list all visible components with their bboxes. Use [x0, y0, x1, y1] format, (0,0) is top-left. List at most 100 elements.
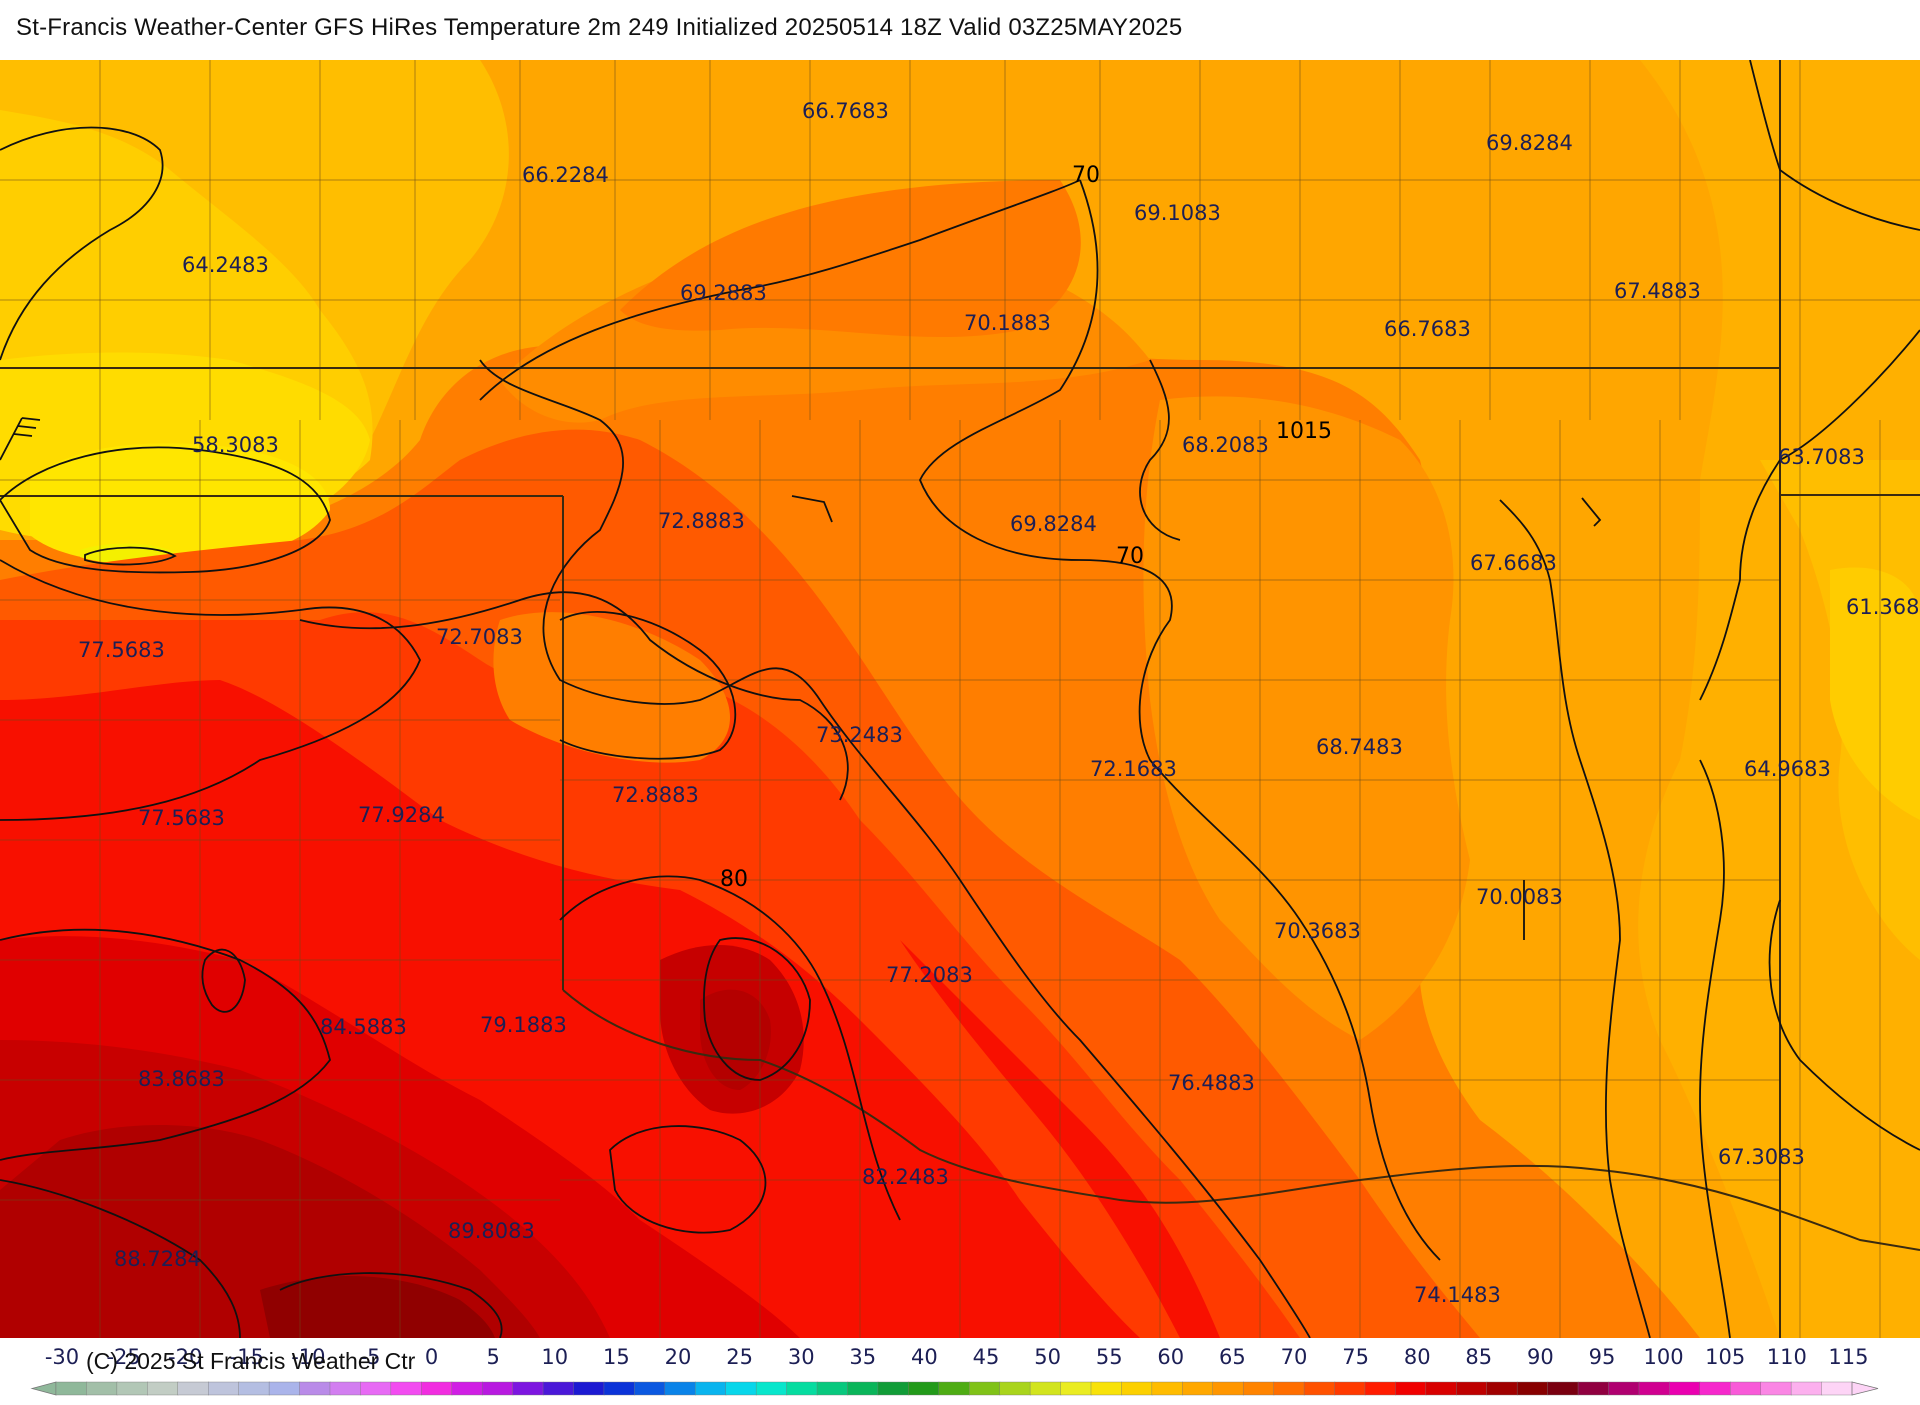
- contour-lines: [0, 60, 1920, 1338]
- legend-color-swatch: [1364, 1381, 1397, 1396]
- legend-color-swatch: [969, 1381, 1001, 1396]
- legend-color-swatch: [1395, 1381, 1427, 1396]
- legend-tick-label: 105: [1705, 1345, 1745, 1369]
- contour-label: 80: [720, 867, 748, 892]
- temperature-label: 89.8083: [448, 1219, 535, 1243]
- legend-color-swatch: [1060, 1381, 1092, 1396]
- temperature-label: 64.9683: [1744, 757, 1831, 781]
- temperature-label: 68.7483: [1316, 735, 1403, 759]
- legend-tick-label: -10: [291, 1345, 325, 1369]
- legend-color-swatch: [55, 1381, 88, 1396]
- temperature-label: 79.1883: [480, 1013, 567, 1037]
- legend-tick-label: 5: [487, 1345, 500, 1369]
- contour-label: 70: [1116, 544, 1144, 569]
- temperature-label: 69.8284: [1010, 512, 1097, 536]
- legend-color-swatch: [725, 1381, 757, 1396]
- legend-color-swatch: [86, 1381, 118, 1396]
- legend-color-bar: [30, 1381, 1879, 1396]
- temperature-label: 70.0083: [1476, 885, 1563, 909]
- legend-color-swatch: [908, 1381, 940, 1396]
- contour-label-group: 70 70 80 1015: [720, 163, 1332, 892]
- wind-barbs: [0, 417, 1602, 940]
- legend-color-swatch: [1638, 1381, 1671, 1396]
- legend-tick-labels: -30 -25 -20 -15 -10 -5 0 5 10 15 20 25 30 35 40 45 50 55 6…: [45, 1345, 1869, 1369]
- temperature-label: 72.8883: [658, 509, 745, 533]
- temperature-label: 73.2483: [816, 723, 903, 747]
- legend-tick-label: 30: [788, 1345, 815, 1369]
- temperature-label: 74.1483: [1414, 1283, 1501, 1307]
- temperature-label: 58.3083: [192, 433, 279, 457]
- legend-tick-label: -5: [360, 1345, 381, 1369]
- temperature-label: 67.6683: [1470, 551, 1557, 575]
- legend-color-swatch: [238, 1381, 270, 1396]
- legend-color-swatch: [664, 1381, 696, 1396]
- legend-tick-label: 85: [1465, 1345, 1492, 1369]
- legend-color-swatch: [573, 1381, 605, 1396]
- legend-tick-label: -20: [168, 1345, 202, 1369]
- legend-color-swatch: [938, 1381, 970, 1396]
- legend-color-swatch: [695, 1381, 727, 1396]
- legend-tick-label: 45: [973, 1345, 1000, 1369]
- state-boundaries: [0, 60, 1920, 1338]
- temperature-label: 77.9284: [358, 803, 445, 827]
- legend-tick-label: 60: [1157, 1345, 1184, 1369]
- legend-color-swatch: [1516, 1381, 1549, 1396]
- legend-tick-label: 115: [1828, 1345, 1868, 1369]
- temperature-label: 83.8683: [138, 1067, 225, 1091]
- legend-tick-label: -30: [45, 1345, 79, 1369]
- legend-color-swatch: [1151, 1381, 1184, 1396]
- legend-color-swatch: [481, 1381, 514, 1396]
- legend-color-swatch: [1669, 1381, 1701, 1396]
- legend-color-swatch: [1425, 1381, 1457, 1396]
- temperature-label: 69.2883: [680, 281, 767, 305]
- temperature-label: 66.7683: [1384, 317, 1471, 341]
- legend-tick-label: 90: [1527, 1345, 1554, 1369]
- legend-color-swatch: [390, 1381, 422, 1396]
- temperature-label: 70.1883: [964, 311, 1051, 335]
- copyright-text: (C) 2025 St Francis Weather Ctr: [86, 1348, 416, 1374]
- legend-color-swatch: [603, 1381, 636, 1396]
- legend-color-swatch: [177, 1381, 209, 1396]
- temperature-label: 77.5683: [78, 638, 165, 662]
- legend-tick-label: -15: [230, 1345, 264, 1369]
- temperature-label: 82.2483: [862, 1165, 949, 1189]
- legend-color-swatch: [1577, 1381, 1610, 1396]
- legend-tick-label: 100: [1644, 1345, 1684, 1369]
- legend-color-swatch: [268, 1381, 301, 1396]
- temperature-label: 84.5883: [320, 1015, 407, 1039]
- temperature-label: 63.7083: [1778, 445, 1865, 469]
- legend-color-swatch: [847, 1381, 879, 1396]
- legend-color-swatch: [147, 1381, 179, 1396]
- temperature-color-legend: -30 -25 -20 -15 -10 -5 0 5 10 15 20 25 30 35 40 45 50 55 6…: [0, 1338, 1920, 1400]
- legend-color-swatch: [1121, 1381, 1153, 1396]
- legend-tick-label: 80: [1404, 1345, 1431, 1369]
- legend-tick-label: 50: [1034, 1345, 1061, 1369]
- temperature-label: 77.2083: [886, 963, 973, 987]
- legend-color-swatch: [1242, 1381, 1275, 1396]
- legend-tick-label: 65: [1219, 1345, 1246, 1369]
- legend-color-swatch: [1303, 1381, 1336, 1396]
- legend-color-swatch: [451, 1381, 483, 1396]
- legend-color-swatch: [1212, 1381, 1244, 1396]
- legend-color-swatch: [1790, 1381, 1823, 1396]
- legend-color-swatch: [1029, 1381, 1062, 1396]
- legend-color-swatch: [1699, 1381, 1731, 1396]
- temperature-label: 77.5683: [138, 806, 225, 830]
- legend-color-swatch: [1730, 1381, 1762, 1396]
- legend-color-swatch: [1273, 1381, 1305, 1396]
- legend-color-swatch: [542, 1381, 575, 1396]
- legend-color-swatch: [421, 1381, 453, 1396]
- temperature-label: 70.3683: [1274, 919, 1361, 943]
- temperature-label: 61.3683: [1846, 595, 1920, 619]
- temperature-label: 88.7284: [114, 1247, 201, 1271]
- temperature-label: 64.2483: [182, 253, 269, 277]
- legend-color-swatch: [1760, 1381, 1792, 1396]
- legend-color-swatch: [116, 1381, 149, 1396]
- legend-tick-label: 55: [1096, 1345, 1123, 1369]
- temperature-label: 67.3083: [1718, 1145, 1805, 1169]
- legend-tick-label: 25: [726, 1345, 753, 1369]
- temperature-label: 72.1683: [1090, 757, 1177, 781]
- legend-color-swatch: [1334, 1381, 1366, 1396]
- legend-tick-label: 40: [911, 1345, 938, 1369]
- legend-arrow-low: [30, 1381, 57, 1396]
